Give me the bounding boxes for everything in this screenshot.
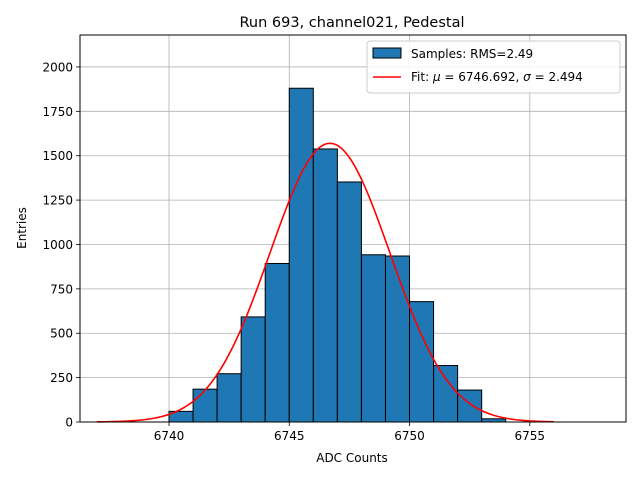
y-tick-label: 1250 [42, 194, 73, 208]
y-tick-label: 500 [50, 327, 73, 341]
histogram-bar [288, 87, 314, 423]
plot-frame [79, 34, 627, 423]
fit-label-sigma-symbol: σ [523, 70, 531, 84]
histogram-bar [409, 301, 435, 423]
y-tick-label: 2000 [42, 60, 73, 74]
x-tick-label: 6740 [154, 429, 185, 443]
histogram-bar [433, 365, 459, 423]
fit-label-mu-value: = 6746.692, [441, 70, 524, 84]
legend-label-histogram: Samples: RMS=2.49 [411, 47, 533, 61]
histogram-bars [168, 87, 507, 423]
legend-swatch-histogram [372, 47, 402, 59]
histogram-bar [216, 373, 242, 423]
histogram-bar [457, 389, 483, 423]
x-axis-ticks: 6740 6745 6750 6755 [154, 422, 545, 443]
fit-curve-group [96, 142, 554, 423]
y-tick-label: 1500 [42, 149, 73, 163]
y-axis-ticks: 0 250 500 750 1000 1250 1500 1750 2000 [42, 60, 80, 430]
fit-label-mu-symbol: μ [432, 70, 441, 84]
x-tick-label: 6745 [274, 429, 305, 443]
x-tick-label: 6755 [515, 429, 546, 443]
y-tick-label: 1750 [42, 105, 73, 119]
y-tick-label: 250 [50, 371, 73, 385]
chart-title: Run 693, channel021, Pedestal [239, 15, 464, 31]
histogram-bar [360, 254, 386, 423]
y-axis-label: Entries [15, 207, 29, 249]
histogram-bar [192, 388, 218, 423]
histogram-bar [312, 148, 338, 423]
fit-label-prefix: Fit: [411, 70, 433, 84]
y-tick-label: 0 [65, 416, 73, 430]
legend-box [366, 40, 621, 94]
x-axis-label: ADC Counts [316, 451, 388, 465]
histogram-bar [264, 262, 290, 423]
histogram-bar [384, 255, 411, 423]
y-tick-label: 1000 [42, 238, 73, 252]
x-tick-label: 6750 [394, 429, 425, 443]
histogram-bar [240, 316, 266, 423]
histogram-bar [336, 181, 362, 423]
y-tick-label: 750 [50, 282, 73, 296]
legend: Samples: RMS=2.49 Fit: μ = 6746.692, σ =… [366, 40, 621, 94]
legend-label-fit: Fit: μ = 6746.692, σ = 2.494 [411, 70, 583, 84]
fit-label-sigma-value: = 2.494 [531, 70, 583, 84]
fit-curve [96, 142, 554, 423]
